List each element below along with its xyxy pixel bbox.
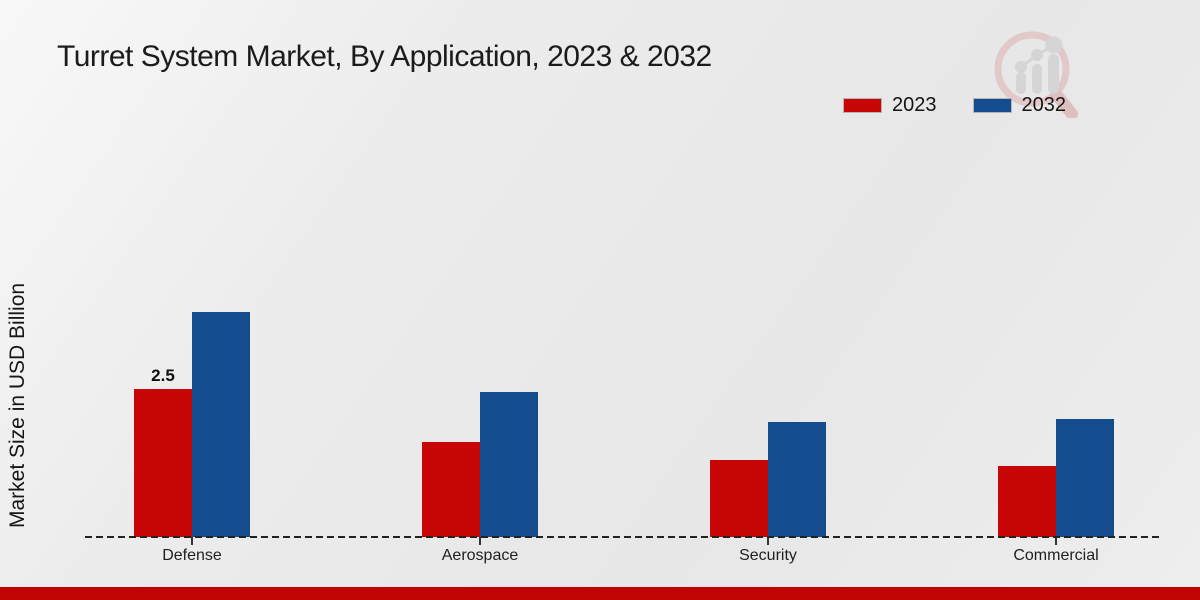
legend-swatch-2023 [843,98,882,113]
legend: 2023 2032 [843,94,1066,117]
legend-item-2032: 2032 [972,94,1067,117]
category-label-security: Security [739,547,797,564]
legend-label-2032: 2032 [1021,94,1067,116]
bar-2023-security [710,460,768,537]
category-label-defense: Defense [162,547,222,564]
bar-2032-security [768,422,826,537]
x-axis-tick-defense [191,537,193,545]
legend-swatch-2032 [972,98,1012,113]
bar-2032-aerospace [480,392,538,537]
magnifier-bar-chart-logo-icon [994,31,1078,118]
x-axis-baseline [85,536,1163,538]
x-axis-tick-commercial [1055,537,1057,545]
data-label-2023-defense: 2.5 [151,366,175,385]
x-axis-tick-aerospace [479,537,481,545]
legend-item-2023: 2023 [843,94,937,117]
chart-title: Turret System Market, By Application, 20… [57,40,712,73]
category-label-commercial: Commercial [1013,547,1099,564]
bar-2032-defense [192,312,250,537]
footer-accent-bar [0,587,1200,600]
bar-2023-aerospace [422,442,480,537]
legend-label-2023: 2023 [892,94,937,116]
bar-2032-commercial [1056,419,1114,537]
bar-2023-commercial [998,466,1056,537]
x-axis-tick-security [767,537,769,545]
category-label-aerospace: Aerospace [441,547,519,564]
bar-2023-defense [134,389,192,537]
